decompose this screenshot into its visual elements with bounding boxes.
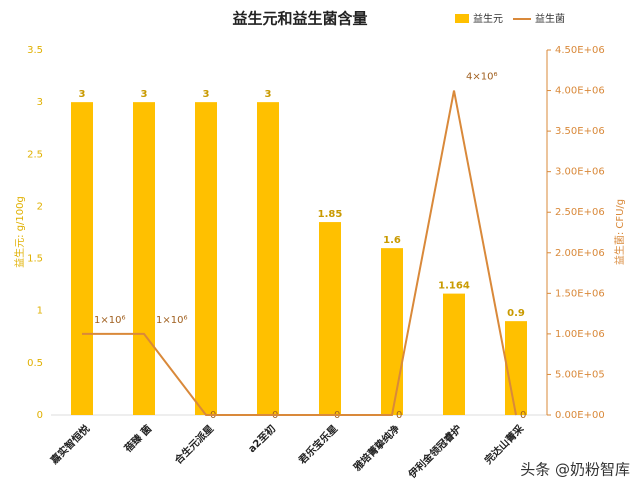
bar	[133, 102, 155, 416]
y-tick-label: 3	[37, 97, 43, 108]
bar-value-label: 1.6	[383, 235, 401, 246]
y-tick-label: 1	[37, 306, 43, 317]
x-tick-label: a2至初	[245, 422, 278, 455]
line-value-label: 0	[520, 410, 526, 421]
bar-value-label: 3	[265, 89, 272, 100]
line-value-label: 1×10⁶	[156, 315, 187, 326]
y-tick-label: 1.5	[27, 254, 43, 265]
bar	[195, 102, 217, 416]
y2-tick-label: 2.50E+06	[555, 207, 605, 218]
y-tick-label: 2	[37, 201, 43, 212]
y-tick-label: 0	[37, 410, 43, 421]
y2-tick-label: 3.50E+06	[555, 126, 605, 137]
bar-value-label: 3	[141, 89, 148, 100]
bar	[257, 102, 279, 416]
legend-label: 益生元	[473, 12, 503, 25]
y-tick-label: 2.5	[27, 149, 43, 160]
bar-value-label: 3	[203, 89, 210, 100]
y2-tick-label: 1.50E+06	[555, 288, 605, 299]
line-value-label: 4×10⁶	[466, 72, 497, 83]
y2-tick-label: 3.00E+06	[555, 167, 605, 178]
bar-value-label: 1.164	[438, 281, 470, 292]
y-tick-label: 3.5	[27, 45, 43, 56]
bar-value-label: 3	[79, 89, 86, 100]
line-value-label: 1×10⁶	[94, 315, 125, 326]
x-tick-label: 蓓臻 菌	[121, 422, 155, 456]
x-tick-label: 伊利金领冠睿护	[405, 422, 464, 481]
y-tick-label: 0.5	[27, 358, 43, 369]
chart-title: 益生元和益生菌含量	[232, 10, 367, 28]
bar-value-label: 1.85	[318, 209, 343, 220]
bar	[443, 293, 465, 415]
line	[82, 90, 517, 416]
bar	[319, 222, 341, 415]
y2-tick-label: 0.00E+00	[555, 410, 605, 421]
y2-tick-label: 4.00E+06	[555, 86, 605, 97]
y2-tick-label: 2.00E+06	[555, 248, 605, 259]
y2-axis-label: 益生菌: CFU/g	[613, 199, 626, 265]
x-tick-label: 合生元派星	[171, 422, 216, 467]
y2-tick-label: 1.00E+06	[555, 329, 605, 340]
watermark: 头条 @奶粉智库	[520, 461, 630, 479]
bar-value-label: 0.9	[507, 308, 525, 319]
x-tick-label: 雅培菁挚纯净	[351, 422, 403, 474]
bar	[505, 321, 527, 415]
y2-tick-label: 5.00E+05	[555, 369, 605, 380]
legend-swatch	[455, 14, 469, 23]
y2-tick-label: 4.50E+06	[555, 45, 605, 56]
line-value-label: 0	[396, 410, 402, 421]
bar	[381, 248, 403, 415]
legend-label: 益生菌	[535, 12, 565, 25]
x-tick-label: 嘉实智恒悦	[47, 422, 92, 467]
x-tick-label: 君乐宝乐星	[296, 422, 341, 467]
y-axis-label: 益生元: g/100g	[13, 196, 26, 268]
bar	[71, 102, 93, 416]
